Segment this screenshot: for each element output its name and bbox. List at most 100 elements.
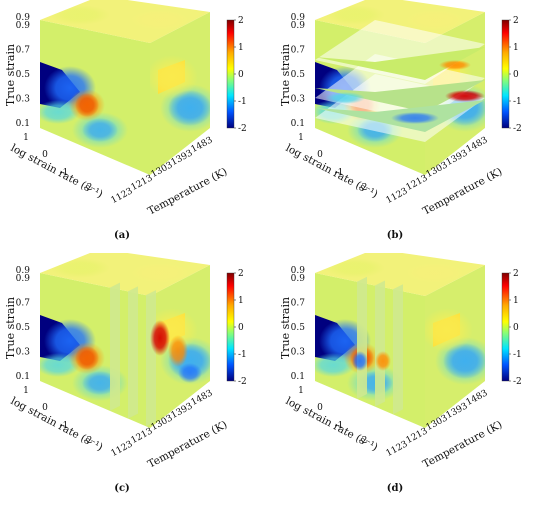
colorbar-tick-label: 1: [513, 43, 519, 53]
yaxis-label: log strain rate (s⁻¹): [9, 142, 105, 201]
panel-caption: (a): [114, 230, 130, 241]
right-face-field: [425, 308, 485, 385]
ztick-label: 0.1: [16, 119, 30, 129]
top-soft-2: [405, 10, 465, 30]
xtick-label: 1123: [385, 439, 410, 459]
top-soft-2: [405, 263, 465, 283]
top-soft: [325, 5, 385, 25]
top-face-field: [325, 5, 465, 30]
ytick-label: -2: [84, 436, 93, 446]
ztick-label: 0.3: [16, 95, 31, 105]
yaxis-label: log strain rate (s⁻¹): [284, 395, 380, 454]
zaxis-label: True strain: [279, 44, 292, 106]
colorbar: [226, 272, 235, 382]
yaxis-label: log strain rate (s⁻¹): [9, 395, 105, 454]
ztick-label: 0.9: [16, 266, 31, 276]
colorbar-tick-label: 1: [513, 296, 519, 306]
panel-b: 0.9 0.1 0.3 0.5 0.7 0.9 True strain 1 0 -1 -2 log s…: [275, 0, 550, 253]
ztick-label: 0.9: [16, 13, 31, 23]
yellow-halo: [425, 308, 473, 352]
colorbar-tick-label: 2: [513, 269, 519, 279]
slice-plane-2: [393, 284, 403, 415]
panel-d: 0.9 0.1 0.3 0.5 0.7 0.9 True strain 1 0 -1 -2 log s…: [275, 253, 550, 506]
ytick-label: 0: [42, 150, 48, 160]
xtick-label: 1123: [110, 439, 135, 459]
top-soft-2: [130, 263, 190, 283]
ztick-label: 0.3: [16, 348, 31, 358]
xtick-label: 1213: [130, 173, 155, 193]
xtick-label: 1123: [385, 186, 410, 206]
colorbar-tick-label: -1: [238, 97, 247, 107]
colorbar-tick-label: 0: [513, 70, 519, 80]
colorbar-tick-label: 0: [238, 323, 244, 333]
zaxis-label: True strain: [279, 297, 292, 359]
strain-slice-mid: [315, 80, 485, 112]
ytick-label: 1: [23, 133, 29, 143]
top-soft-2: [130, 10, 190, 30]
ytick-label: -1: [335, 421, 344, 431]
colorbar-tick-label: 1: [238, 296, 244, 306]
ztick-label: 0.3: [291, 348, 306, 358]
right-face-field: [150, 55, 210, 132]
colorbar-tick-label: 2: [238, 16, 244, 26]
colorbar: [501, 19, 510, 129]
colorbar-tick-label: 2: [513, 16, 519, 26]
panel-a: 0.9 0.1 0.3 0.5 0.7 0.9 True strain 1 0 -1 -2 log s…: [0, 0, 275, 253]
colorbar-tick-label: -2: [513, 124, 522, 134]
left-face-field: [40, 315, 128, 401]
ztick-label: 0.9: [291, 274, 306, 284]
orange-halo: [69, 342, 105, 374]
slice-plane-1: [128, 286, 138, 419]
top-face-field: [325, 258, 465, 283]
zaxis-label: True strain: [4, 44, 17, 106]
top-soft: [50, 5, 110, 25]
xtick-label: 1213: [405, 426, 430, 446]
ztick-label: 0.3: [291, 95, 306, 105]
panel-caption: (b): [387, 230, 403, 241]
ytick-label: -1: [60, 421, 69, 431]
ytick-label: -2: [359, 436, 368, 446]
slice-red-c1: [150, 320, 170, 356]
colorbar-tick-label: -2: [238, 377, 247, 387]
top-face-field: [50, 258, 190, 283]
ytick-label: 1: [298, 386, 304, 396]
slice-orange-d1: [375, 351, 391, 371]
colorbar-tick-label: -2: [513, 377, 522, 387]
ytick-label: -1: [60, 168, 69, 178]
ytick-label: 0: [317, 403, 323, 413]
colorbar: [226, 19, 235, 129]
ztick-label: 0.7: [16, 299, 31, 309]
strain-slice-top: [315, 47, 485, 80]
ytick-label: 0: [42, 403, 48, 413]
ztick-label: 0.5: [16, 70, 31, 80]
xtick-label: 1213: [130, 426, 155, 446]
slice-plane-0: [357, 276, 367, 399]
colorbar: [501, 272, 510, 382]
ztick-label: 0.9: [291, 21, 306, 31]
slice-red: [445, 90, 485, 102]
ztick-label: 0.5: [291, 323, 306, 333]
cyan-halo: [40, 353, 80, 377]
colorbar-tick-label: -2: [238, 124, 247, 134]
yellow-halo: [150, 55, 198, 99]
ytick-label: -2: [84, 183, 93, 193]
ztick-label: 0.9: [291, 13, 306, 23]
slice-blue-c3: [178, 363, 202, 383]
top-soft: [50, 258, 110, 278]
top-face-field: [50, 5, 190, 30]
colorbar-tick-label: -1: [238, 350, 247, 360]
panel-caption: (d): [387, 483, 403, 494]
slice-blue: [391, 112, 439, 124]
colorbar-tick-label: 2: [238, 269, 244, 279]
cyan-halo: [315, 353, 355, 377]
ztick-label: 0.1: [291, 119, 305, 129]
panel-caption: (c): [114, 483, 130, 494]
ztick-label: 0.5: [291, 70, 306, 80]
slice-plane-0: [110, 282, 120, 411]
vertical-slices: [110, 282, 202, 427]
ztick-label: 0.7: [291, 46, 306, 56]
